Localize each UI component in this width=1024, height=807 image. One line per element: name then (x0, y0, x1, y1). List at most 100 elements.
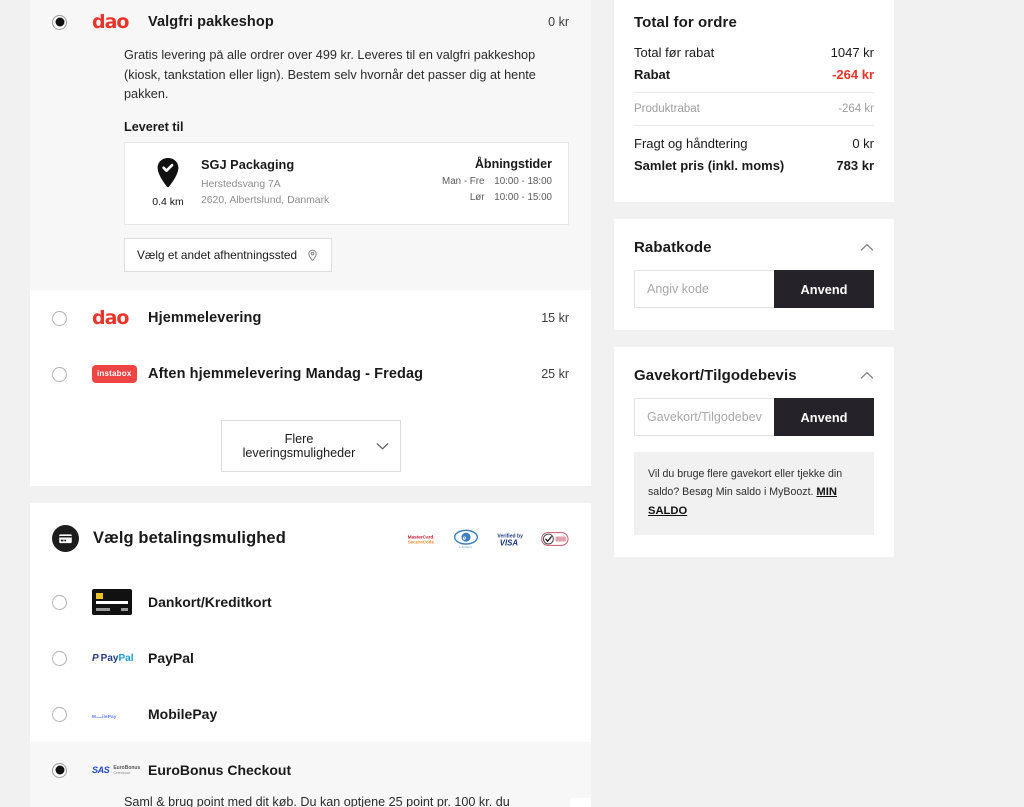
apply-giftcard-button[interactable]: Anvend (774, 398, 874, 436)
mastercard-securecode-badge: MasterCard. SecureCode (408, 534, 435, 544)
svg-text:SecureCode: SecureCode (408, 539, 435, 544)
dankort-card-icon (92, 589, 148, 616)
discount-code-header[interactable]: Rabatkode (634, 239, 874, 256)
payment-option-eurobonus[interactable]: SAS EuroBonus Checkout EuroBonus Checkou… (30, 742, 591, 799)
map-pin-check-icon (157, 158, 179, 188)
divider (634, 92, 874, 93)
apply-discount-button[interactable]: Anvend (774, 270, 874, 308)
order-sidebar: Total for ordre Total før rabat 1047 kr … (614, 0, 894, 557)
more-delivery-options-label: Flere leveringsmuligheder (242, 432, 356, 461)
location-pin-icon (308, 249, 317, 261)
verified-by-visa-badge: Verified by VISA (497, 533, 523, 547)
pickup-address-line1: Herstedsvang 7A (201, 179, 281, 191)
discount-code-input[interactable] (634, 270, 774, 308)
payment-option-mobilepay[interactable]: MobilePay MobilePay (30, 686, 591, 742)
radio-dao-pakkeshop[interactable] (52, 14, 67, 30)
opening-hours-row: Man - Fre 10:00 - 18:00 (439, 176, 552, 187)
opening-hours-days: Man - Fre (442, 176, 485, 188)
payment-option-label: MobilePay (148, 706, 218, 723)
pickup-point-card[interactable]: 0.4 km SGJ Packaging Herstedsvang 7A 262… (124, 142, 569, 226)
dao-logo-icon: dao (92, 306, 129, 329)
summary-value: 783 kr (836, 158, 874, 173)
my-balance-link[interactable]: MIN SALDO (648, 486, 837, 518)
order-summary-panel: Total for ordre Total før rabat 1047 kr … (614, 0, 894, 202)
radio-mobilepay[interactable] (52, 706, 67, 722)
pickup-address-line2: 2620, Albertslund, Danmark (201, 194, 330, 206)
giftcard-panel: Gavekort/Tilgodebevis Anvend Vil du brug… (614, 347, 894, 557)
giftcard-header[interactable]: Gavekort/Tilgodebevis (634, 367, 874, 384)
svg-text:MasterCard.: MasterCard. (408, 534, 435, 539)
opening-hours-row: Lør 10:00 - 15:00 (439, 192, 552, 203)
sas-logo-mark: SAS (92, 765, 110, 776)
summary-label: Produktrabat (634, 103, 700, 115)
summary-label: Total før rabat (634, 45, 715, 60)
radio-dao-hjemmelevering[interactable] (52, 310, 67, 326)
radio-paypal[interactable] (52, 650, 67, 666)
summary-row-shipping: Fragt og håndtering 0 kr (634, 136, 874, 151)
more-delivery-options-button[interactable]: Flere leveringsmuligheder (220, 420, 401, 473)
sas-logo-line1: EuroBonus (113, 764, 141, 771)
radio-instabox-aften[interactable] (52, 366, 67, 382)
order-summary-rows: Total før rabat 1047 kr Rabat -264 kr Pr… (634, 45, 874, 173)
summary-value: 0 kr (852, 136, 874, 151)
delivery-option-instabox-aften[interactable]: instabox Aften hjemmelevering Mandag - F… (30, 346, 591, 402)
giftcard-input[interactable] (634, 398, 774, 436)
change-pickup-location-label: Vælg et andet afhentningssted (137, 248, 298, 263)
delivery-option-label: Hjemmelevering (148, 310, 262, 327)
summary-value: 1047 kr (830, 45, 874, 60)
payment-option-description: Saml & brug point med dit køb. Du kan op… (30, 792, 570, 807)
giftcard-info-text: Vil du bruge flere gavekort eller tjekke… (648, 468, 843, 499)
payment-option-dankort[interactable]: Dankort/Kreditkort (30, 574, 591, 630)
summary-row: Total før rabat 1047 kr (634, 45, 874, 60)
payment-security-badges: MasterCard. SecureCode e e-dankort Verif… (407, 529, 569, 549)
giftcard-info-box: Vil du bruge flere gavekort eller tjekke… (634, 452, 874, 535)
credit-card-icon (52, 525, 79, 553)
svg-text:VISA: VISA (500, 538, 519, 547)
giftcard-title: Gavekort/Tilgodebevis (634, 367, 797, 384)
delivery-option-label: Valgfri pakkeshop (148, 14, 274, 30)
radio-dankort[interactable] (52, 594, 67, 610)
paypal-logo-icon: P Pay Pal (92, 652, 134, 664)
chevron-up-icon[interactable] (860, 369, 874, 382)
mobilepay-logo-text: MobilePay (92, 714, 117, 720)
summary-row-total: Samlet pris (inkl. moms) 783 kr (634, 158, 874, 173)
opening-hours-title: Åbningstider (474, 157, 552, 172)
svg-text:e-dankort: e-dankort (459, 545, 472, 549)
delivery-option-price: 25 kr (541, 367, 569, 382)
svg-text:Verified by: Verified by (497, 533, 523, 539)
paypal-logo-part2: Pal (118, 652, 134, 664)
payment-option-label: Dankort/Kreditkort (148, 594, 272, 611)
summary-detail-row: Produktrabat -264 kr (634, 103, 874, 115)
giftcard-form: Anvend (634, 398, 874, 436)
left-column: dao Valgfri pakkeshop 0 kr Gratis leveri… (30, 0, 591, 807)
svg-text:e: e (463, 534, 467, 542)
payment-option-label: PayPal (148, 650, 194, 667)
summary-value: -264 kr (832, 67, 874, 82)
summary-label: Fragt og håndtering (634, 136, 748, 151)
section-spacer (30, 486, 591, 503)
discount-code-title: Rabatkode (634, 239, 712, 256)
delivery-option-price: 0 kr (548, 15, 569, 29)
pickup-distance: 0.4 km (152, 196, 184, 209)
radio-eurobonus[interactable] (52, 762, 67, 778)
delivery-option-description: Gratis levering på alle ordrer over 499 … (124, 48, 536, 102)
delivery-option-dao-hjemmelevering[interactable]: dao Hjemmelevering 15 kr (30, 290, 591, 346)
chevron-down-icon (376, 442, 389, 450)
opening-hours-time: 10:00 - 18:00 (494, 176, 552, 188)
certification-seal-badge (541, 531, 569, 546)
change-pickup-location-button[interactable]: Vælg et andet afhentningssted (124, 238, 333, 273)
payment-option-paypal[interactable]: P Pay Pal PayPal (30, 630, 591, 686)
dao-logo-icon: dao (92, 10, 129, 33)
discount-code-form: Anvend (634, 270, 874, 308)
delivered-to-label: Leveret til (124, 120, 184, 135)
opening-hours-days: Lør (469, 192, 485, 204)
delivery-option-price: 15 kr (541, 311, 569, 326)
opening-hours-time: 10:00 - 15:00 (494, 192, 552, 204)
pickup-info: SGJ Packaging Herstedsvang 7A 2620, Albe… (201, 157, 329, 208)
instabox-logo-icon: instabox (92, 365, 148, 384)
delivery-option-dao-pakkeshop[interactable]: dao Valgfri pakkeshop 0 kr (30, 0, 591, 50)
mobilepay-logo-icon: MobilePay (92, 705, 148, 723)
chevron-up-icon[interactable] (860, 241, 874, 254)
delivery-option-details: Gratis levering på alle ordrer over 499 … (30, 46, 591, 291)
